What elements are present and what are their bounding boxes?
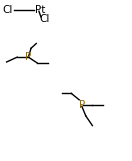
- Text: Pt: Pt: [35, 5, 45, 15]
- Text: Cl: Cl: [39, 14, 49, 24]
- Text: Cl: Cl: [2, 5, 12, 15]
- Text: P: P: [25, 52, 32, 62]
- Text: P: P: [79, 100, 85, 110]
